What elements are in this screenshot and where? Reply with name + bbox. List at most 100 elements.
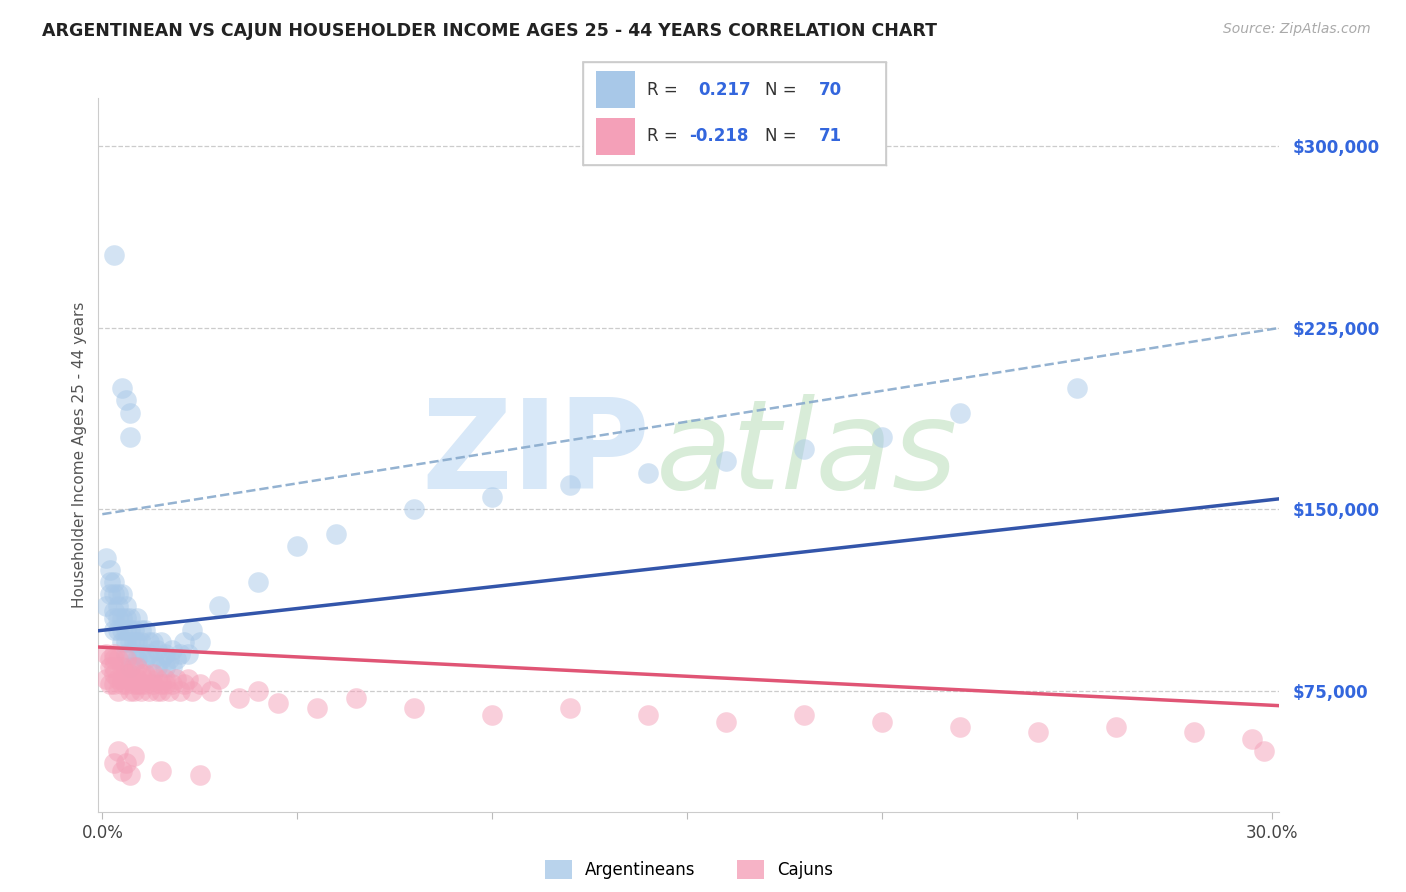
Point: [247, 574, 270, 589]
Point: [103, 248, 125, 262]
Point: [188, 768, 211, 782]
Point: [107, 611, 129, 625]
Point: [129, 624, 152, 638]
Point: [122, 749, 145, 764]
Text: R =: R =: [647, 81, 678, 99]
Point: [127, 652, 149, 666]
Point: [122, 659, 145, 673]
Point: [146, 642, 169, 657]
Point: [107, 624, 129, 638]
Point: [149, 676, 172, 690]
Point: [127, 635, 149, 649]
Point: [114, 393, 136, 408]
Point: [177, 648, 200, 662]
Legend: Argentineans, Cajuns: Argentineans, Cajuns: [538, 853, 839, 886]
Point: [949, 406, 972, 420]
Point: [142, 635, 165, 649]
Point: [142, 666, 165, 681]
Point: [558, 700, 581, 714]
Point: [793, 442, 815, 456]
Point: [122, 624, 145, 638]
Point: [1026, 725, 1049, 739]
Point: [103, 624, 125, 638]
Text: ARGENTINEAN VS CAJUN HOUSEHOLDER INCOME AGES 25 - 44 YEARS CORRELATION CHART: ARGENTINEAN VS CAJUN HOUSEHOLDER INCOME …: [42, 22, 938, 40]
Bar: [596, 118, 636, 155]
Point: [162, 676, 184, 690]
Point: [267, 696, 290, 710]
Point: [118, 406, 141, 420]
Point: [98, 563, 121, 577]
Point: [404, 502, 426, 516]
Point: [111, 676, 134, 690]
Point: [111, 764, 134, 778]
Point: [122, 635, 145, 649]
Point: [173, 676, 195, 690]
Point: [129, 676, 152, 690]
Point: [149, 652, 172, 666]
Point: [1241, 732, 1264, 747]
Point: [127, 611, 149, 625]
Point: [103, 587, 125, 601]
Point: [103, 604, 125, 618]
Point: [103, 676, 125, 690]
Text: N =: N =: [765, 81, 796, 99]
Point: [146, 683, 169, 698]
Point: [793, 708, 815, 723]
Point: [134, 666, 156, 681]
Point: [96, 550, 118, 565]
Point: [169, 683, 191, 698]
Point: [165, 652, 187, 666]
Point: [114, 666, 136, 681]
Point: [1253, 744, 1275, 758]
Point: [162, 659, 184, 673]
Point: [114, 676, 136, 690]
Point: [157, 683, 180, 698]
Point: [107, 744, 129, 758]
Point: [637, 708, 659, 723]
Point: [118, 666, 141, 681]
Point: [177, 672, 200, 686]
Point: [111, 635, 134, 649]
Point: [118, 611, 141, 625]
Text: 70: 70: [820, 81, 842, 99]
Point: [146, 672, 169, 686]
Point: [127, 672, 149, 686]
Point: [1182, 725, 1205, 739]
Point: [96, 648, 118, 662]
Point: [111, 624, 134, 638]
Point: [103, 648, 125, 662]
Point: [122, 683, 145, 698]
Point: [142, 676, 165, 690]
Point: [149, 764, 172, 778]
Point: [344, 691, 367, 706]
Point: [188, 635, 211, 649]
Point: [103, 574, 125, 589]
Point: [114, 648, 136, 662]
Point: [118, 768, 141, 782]
Text: atlas: atlas: [657, 394, 957, 516]
Point: [404, 700, 426, 714]
Point: [714, 715, 737, 730]
Point: [111, 587, 134, 601]
Point: [103, 659, 125, 673]
Text: N =: N =: [765, 128, 796, 145]
Point: [325, 526, 347, 541]
Point: [714, 454, 737, 468]
Point: [558, 478, 581, 492]
Point: [98, 676, 121, 690]
Point: [162, 642, 184, 657]
Point: [169, 648, 191, 662]
Point: [157, 652, 180, 666]
Point: [129, 666, 152, 681]
Bar: [596, 70, 636, 108]
Point: [153, 676, 176, 690]
Point: [111, 611, 134, 625]
Point: [153, 672, 176, 686]
Point: [114, 624, 136, 638]
Text: R =: R =: [647, 128, 678, 145]
Point: [208, 599, 231, 613]
Point: [127, 659, 149, 673]
Point: [118, 430, 141, 444]
Point: [149, 635, 172, 649]
Point: [228, 691, 250, 706]
